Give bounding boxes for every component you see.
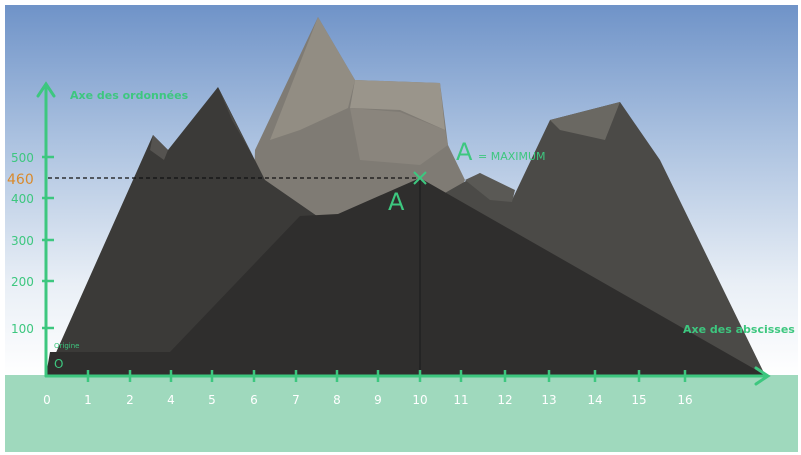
x-axis-title: Axe des abscisses	[683, 323, 795, 336]
x-tick-label: 14	[587, 393, 602, 407]
x-tick-label: 12	[497, 393, 512, 407]
x-tick-labels: 0 1 2 4 5 6 7 8 9 10 11 12 13 14 15 16	[43, 393, 692, 407]
y-axis-title: Axe des ordonnées	[70, 89, 189, 102]
ground	[5, 375, 798, 452]
max-value-label: 460	[7, 172, 34, 188]
x-tick-label: 7	[292, 393, 300, 407]
x-tick-label: 1	[84, 393, 92, 407]
x-tick-label: 16	[677, 393, 692, 407]
y-ticks	[42, 155, 54, 330]
x-tick-label: 0	[43, 393, 51, 407]
maximum-label: = MAXIMUM	[478, 150, 546, 163]
x-ticks	[86, 370, 687, 382]
x-tick-label: 15	[631, 393, 646, 407]
y-tick-label: 200	[11, 275, 34, 289]
x-tick-label: 6	[250, 393, 258, 407]
maximum-a-letter: A	[456, 138, 473, 166]
x-tick-label: 8	[333, 393, 341, 407]
y-tick-label: 500	[11, 151, 34, 165]
y-tick-label: 300	[11, 234, 34, 248]
origin-marker: O	[54, 357, 63, 371]
x-tick-label: 9	[374, 393, 382, 407]
x-tick-label: 11	[453, 393, 468, 407]
y-tick-label: 100	[11, 322, 34, 336]
point-a-label: A	[388, 188, 405, 216]
x-tick-label: 4	[167, 393, 175, 407]
y-tick-labels: 500 400 300 200 100	[11, 151, 34, 336]
x-axis	[44, 366, 771, 386]
x-tick-label: 13	[541, 393, 556, 407]
y-tick-label: 400	[11, 192, 34, 206]
x-tick-label: 5	[208, 393, 216, 407]
x-tick-label: 10	[412, 393, 427, 407]
function-profile	[46, 178, 765, 375]
max-point-marker	[413, 171, 427, 185]
x-tick-label: 2	[126, 393, 134, 407]
origin-label: Origine	[54, 342, 79, 350]
